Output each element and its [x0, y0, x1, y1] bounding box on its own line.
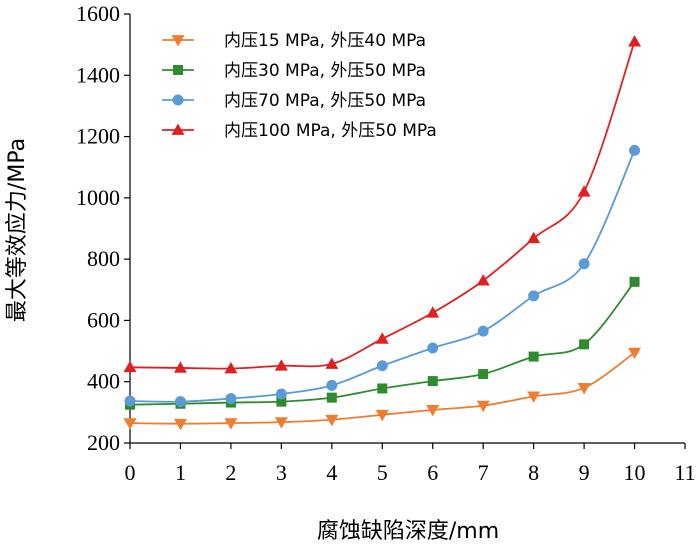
- x-axis-title: 腐蚀缺陷深度/mm: [317, 519, 499, 544]
- x-tick-label: 4: [326, 460, 337, 485]
- series-15-40-point: [426, 405, 440, 417]
- series-70-50-legend-label: 内压70 MPa, 外压50 MPa: [224, 91, 426, 111]
- series-70-50-point: [376, 360, 388, 372]
- series-30-50-point: [478, 369, 489, 380]
- series-30-50-legend-marker: [173, 65, 183, 75]
- x-tick-label: 9: [579, 460, 590, 485]
- series-100-50-point: [577, 185, 591, 197]
- x-tick-label: 2: [225, 460, 236, 485]
- series-30-50-point: [377, 383, 388, 394]
- x-tick-label: 6: [427, 460, 438, 485]
- series-15-40-point: [527, 391, 541, 403]
- series-15-40-point: [224, 418, 238, 430]
- series-70-50-line: [129, 149, 636, 403]
- series-100-50-point: [173, 361, 187, 373]
- series-70-50-point: [275, 388, 287, 400]
- series-100-50-point: [628, 35, 642, 47]
- series-70-50-point: [477, 325, 489, 337]
- series-100-50-point: [123, 360, 137, 373]
- series-15-40-legend-marker: [171, 35, 185, 47]
- series-100-50-point: [224, 362, 238, 374]
- series-100-50-point: [476, 274, 490, 286]
- series-70-50-point: [578, 258, 590, 270]
- series-70-50-point: [427, 342, 439, 354]
- y-tick-label: 200: [87, 430, 120, 455]
- y-tick-label: 1400: [76, 62, 120, 87]
- series-100-50-legend-marker: [171, 123, 185, 135]
- series-15-40-point: [628, 347, 642, 360]
- series-30-50-legend-label: 内压30 MPa, 外压50 MPa: [224, 61, 426, 81]
- x-tick-label: 11: [674, 460, 695, 485]
- series-70-50-point: [528, 290, 540, 302]
- x-tick-label: 10: [624, 460, 646, 485]
- series-70-50-point: [629, 144, 641, 156]
- y-tick-label: 800: [87, 246, 120, 271]
- series-15-40-point: [173, 418, 187, 431]
- plot-area: 200 400 600 800 1000 1200 1400 1600 0 1 2 3 4 5 6 7 8 9 10…: [76, 1, 696, 485]
- series-15-40-point: [375, 409, 389, 422]
- series-70-50-point: [174, 396, 186, 408]
- series-70-50-point: [225, 393, 237, 405]
- x-tick-label: 5: [377, 460, 388, 485]
- series-100-50-legend-label: 内压100 MPa, 外压50 MPa: [224, 121, 437, 141]
- series-15-40-point: [123, 418, 137, 430]
- y-axis-title: 最大等效应力/MPa: [5, 138, 30, 322]
- legend: 内压15 MPa, 外压40 MPa 内压30 MPa, 外压50 MPa 内压70…: [162, 31, 437, 141]
- series-100-50-point: [527, 231, 541, 244]
- x-tick-label: 1: [175, 460, 186, 485]
- series-30-50-point: [579, 339, 590, 350]
- series-70-50-legend-marker: [172, 94, 184, 106]
- series-70-50-point: [326, 379, 338, 391]
- series-30-50-point: [276, 396, 287, 407]
- y-tick-label: 1000: [76, 185, 120, 210]
- y-tick-label: 600: [87, 307, 120, 332]
- series-100-50-point: [325, 357, 339, 369]
- series-15-40-legend-label: 内压15 MPa, 外压40 MPa: [224, 31, 426, 51]
- series-30-50-point: [326, 392, 337, 403]
- series-15-40-point: [325, 414, 339, 427]
- y-tick-label: 1200: [76, 124, 120, 149]
- series-30-50-point: [528, 351, 539, 362]
- x-tick-label: 0: [125, 460, 136, 485]
- y-tick-label: 400: [87, 369, 120, 394]
- x-tick-label: 3: [276, 460, 287, 485]
- series-100-50-point: [375, 332, 389, 344]
- series-100-50-line: [129, 41, 636, 370]
- series-15-40-point: [577, 382, 591, 395]
- series-100-50-point: [274, 359, 288, 371]
- series-15-40-point: [476, 400, 490, 413]
- x-tick-label: 8: [528, 460, 539, 485]
- series-15-40-point: [274, 417, 288, 429]
- series-30-50-point: [427, 376, 438, 387]
- y-tick-label: 1600: [76, 1, 120, 26]
- series-30-50-point: [629, 276, 640, 287]
- series-70-50-point: [124, 395, 136, 407]
- x-tick-label: 7: [478, 460, 489, 485]
- series-100-50-point: [426, 306, 440, 318]
